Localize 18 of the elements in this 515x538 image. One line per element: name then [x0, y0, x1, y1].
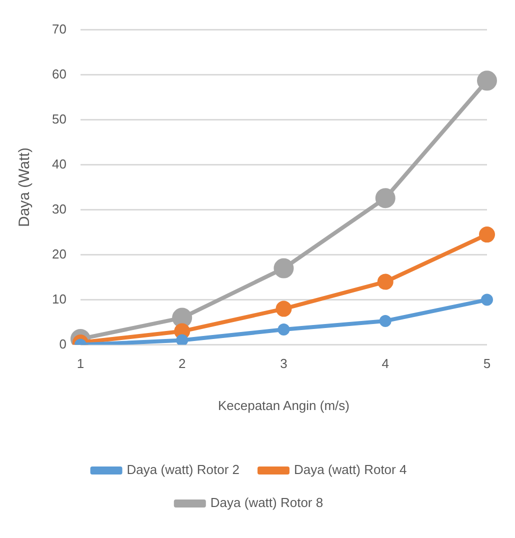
- y-tick-label: 70: [52, 21, 66, 36]
- y-tick-label: 60: [52, 66, 66, 82]
- x-tick-label: 2: [178, 356, 186, 372]
- x-tick-label: 5: [483, 356, 491, 372]
- legend-label: Daya (watt) Rotor 8: [210, 495, 324, 510]
- legend-label: Daya (watt) Rotor 2: [126, 462, 240, 478]
- legend-label: Daya (watt) Rotor 4: [294, 462, 407, 478]
- x-axis-title: Kecepatan Angin (m/s): [218, 398, 350, 413]
- x-tick-label: 1: [76, 356, 84, 372]
- x-tick-label: 3: [280, 356, 288, 372]
- x-tick-label: 4: [382, 356, 389, 372]
- y-tick-label: 20: [52, 246, 66, 262]
- y-tick-label: 40: [52, 156, 66, 172]
- y-tick-label: 0: [59, 336, 66, 352]
- y-axis-title: Daya (Watt): [16, 148, 34, 228]
- y-tick-label: 50: [52, 111, 66, 126]
- y-tick-label: 30: [52, 201, 66, 216]
- y-tick-label: 10: [52, 291, 66, 306]
